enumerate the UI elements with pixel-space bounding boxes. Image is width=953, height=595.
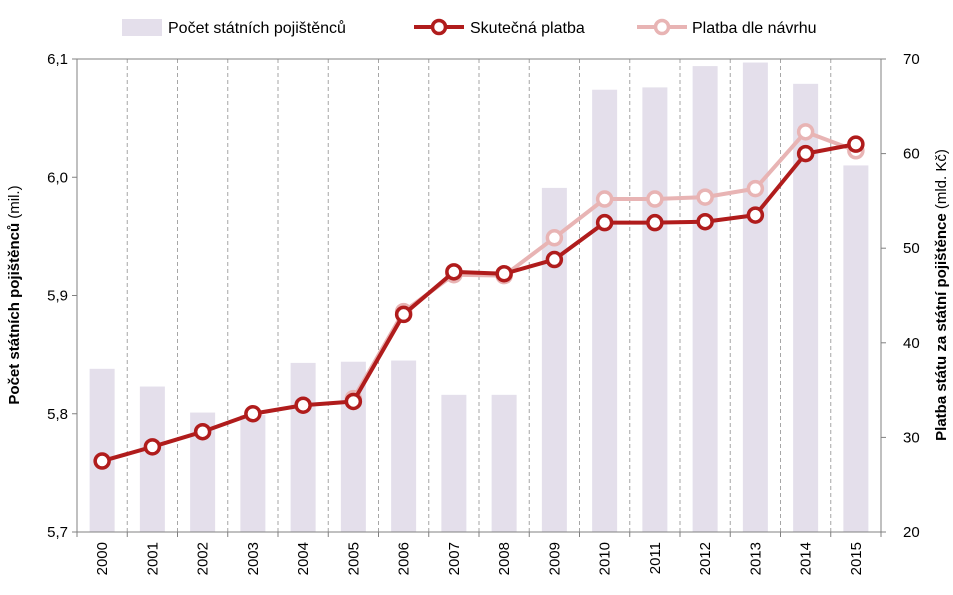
- point-proposed: [595, 190, 614, 208]
- point-actual: [495, 264, 513, 283]
- x-tick-label: 2002: [195, 542, 212, 575]
- bar: [742, 62, 768, 533]
- point-proposed: [746, 179, 765, 198]
- point-proposed: [646, 190, 664, 208]
- point-actual: [646, 213, 664, 232]
- series-line-actual: [101, 142, 857, 463]
- legend: Počet státních pojištěnců Skutečná platb…: [122, 18, 817, 37]
- point-actual: [445, 263, 463, 281]
- bar: [642, 87, 668, 532]
- left-tick-label: 6,0: [47, 169, 68, 186]
- left-tick-label: 5,7: [47, 524, 68, 541]
- right-axis-title: Platba státu za státní pojištěnce (mld. …: [933, 149, 950, 441]
- x-tick-label: 2014: [798, 542, 815, 575]
- point-actual: [244, 405, 262, 423]
- x-tick-label: 2012: [697, 542, 714, 575]
- x-tick-label: 2005: [345, 542, 362, 575]
- legend-label-proposed: Platba dle návrhu: [692, 20, 817, 37]
- legend-label-actual: Skutečná platba: [470, 20, 585, 37]
- point-proposed: [796, 123, 815, 141]
- point-actual: [193, 422, 212, 441]
- point-actual: [294, 396, 312, 414]
- bar: [290, 362, 316, 532]
- left-tick-label: 5,8: [47, 406, 68, 423]
- right-tick-label: 20: [903, 524, 920, 541]
- right-axis-title-bold: Platba státu za státní pojištěnce: [933, 213, 950, 441]
- point-actual: [545, 250, 564, 269]
- right-tick-label: 30: [903, 429, 920, 446]
- point-actual: [394, 305, 413, 324]
- x-tick-label: 2009: [546, 542, 563, 575]
- left-tick-label: 5,9: [47, 288, 68, 305]
- point-actual: [696, 212, 714, 231]
- x-tick-label: 2008: [496, 542, 513, 575]
- point-actual: [595, 213, 614, 232]
- left-axis-ticks: 5,7 5,8 5,9 6,0 6,1: [47, 51, 77, 541]
- legend-label-bars: Počet státních pojištěnců: [168, 19, 346, 37]
- grid: [126, 59, 832, 532]
- x-tick-label: 2013: [747, 542, 764, 575]
- point-proposed: [696, 188, 714, 206]
- bar: [89, 368, 115, 532]
- left-tick-label: 6,1: [47, 51, 68, 68]
- x-tick-label: 2006: [396, 542, 413, 575]
- right-tick-label: 70: [903, 51, 920, 68]
- legend-swatch-bars: [122, 19, 162, 36]
- legend-swatch-actual-marker: [430, 18, 448, 36]
- x-tick-label: 2010: [597, 542, 614, 575]
- x-tick-label: 2011: [647, 542, 664, 574]
- x-tick-label: 2000: [94, 542, 111, 575]
- point-actual: [344, 392, 363, 411]
- bars: [89, 62, 869, 533]
- bar: [391, 360, 417, 532]
- right-tick-label: 50: [903, 240, 920, 257]
- x-tick-label: 2001: [144, 542, 161, 575]
- point-actual: [746, 206, 765, 224]
- bar: [592, 89, 618, 533]
- legend-swatch-proposed-marker: [653, 18, 671, 36]
- point-proposed: [545, 229, 564, 247]
- left-axis-title: Počet státních pojištěnců (mil.): [6, 185, 23, 404]
- point-actual: [143, 438, 162, 456]
- bar: [692, 66, 718, 532]
- bar: [441, 394, 467, 532]
- bar: [139, 386, 165, 532]
- x-axis-ticks: 2000 2001 2002 2003 2004 2005 2006 2007 2008 2009…: [76, 532, 882, 575]
- right-tick-label: 60: [903, 146, 920, 163]
- right-tick-label: 40: [903, 335, 920, 352]
- x-tick-label: 2015: [848, 542, 865, 575]
- point-actual: [93, 452, 111, 470]
- right-axis-ticks: 20 30 40 50 60 70: [881, 51, 920, 541]
- left-axis-title-unit: (mil.): [6, 185, 23, 223]
- left-axis-title-bold: Počet státních pojištěnců: [6, 223, 23, 405]
- bar: [843, 165, 869, 533]
- right-axis-title-unit: (mld. Kč): [933, 149, 950, 213]
- point-actual: [796, 144, 815, 163]
- bar: [240, 414, 266, 532]
- x-tick-label: 2003: [245, 542, 262, 575]
- point-actual: [847, 135, 865, 153]
- series-lines: [93, 123, 865, 470]
- x-tick-label: 2004: [295, 542, 312, 575]
- x-tick-label: 2007: [446, 542, 463, 575]
- bar: [491, 394, 517, 532]
